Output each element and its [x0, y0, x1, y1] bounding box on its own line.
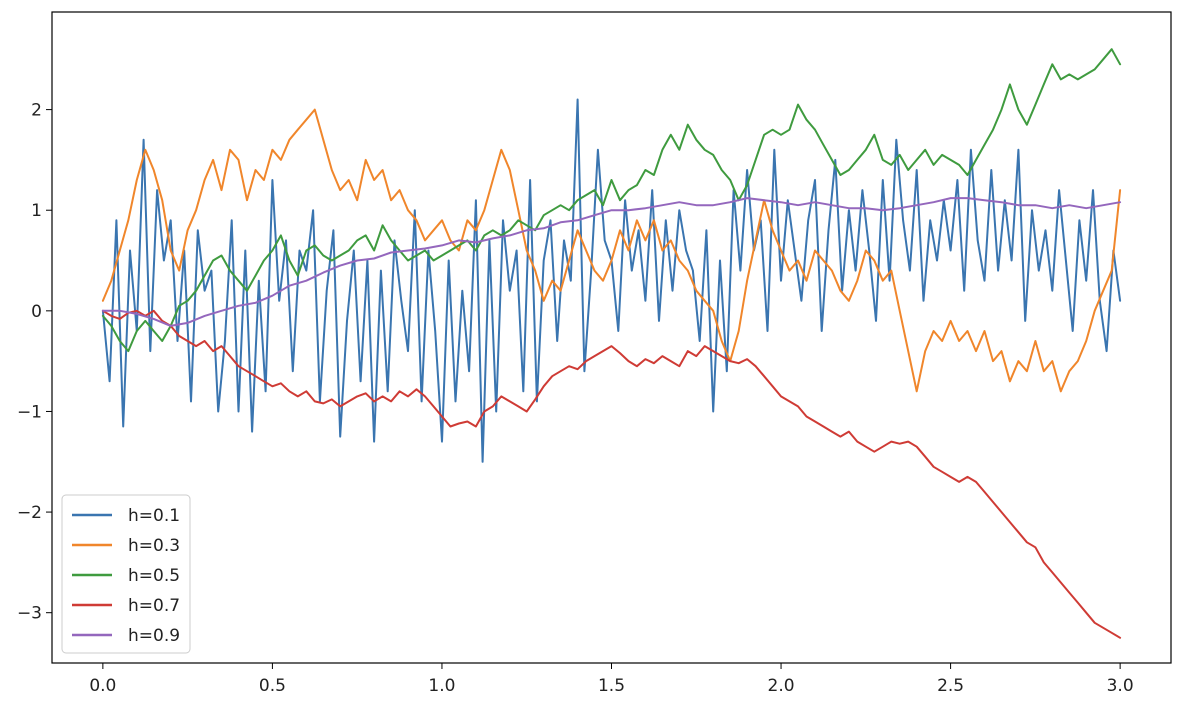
legend: h=0.1 h=0.3 h=0.5 h=0.7 h=0.9	[61, 494, 191, 654]
y-axis: −3 −2 −1 0 1 2	[17, 101, 52, 624]
legend-label: h=0.1	[128, 506, 180, 526]
legend-box	[61, 494, 191, 654]
y-tick-label: −3	[17, 604, 42, 624]
series-line-h-0-3	[101, 108, 1122, 393]
x-tick-label: 0.0	[89, 676, 116, 696]
x-tick-label: 1.0	[428, 676, 455, 696]
x-axis: 0.0 0.5 1.0 1.5 2.0 2.5 3.0	[89, 663, 1134, 696]
x-tick-label: 3.0	[1107, 676, 1134, 696]
series-line-h-0-5	[101, 48, 1122, 353]
series-line-h-0-9	[101, 197, 1122, 327]
legend-label: h=0.3	[128, 536, 180, 556]
y-tick-label: −2	[17, 503, 42, 523]
y-tick-label: 1	[31, 201, 42, 221]
y-tick-label: 2	[31, 101, 42, 121]
legend-label: h=0.5	[128, 566, 180, 586]
y-tick-label: 0	[31, 302, 42, 322]
x-tick-label: 1.5	[598, 676, 625, 696]
series-layer	[101, 48, 1122, 639]
legend-label: h=0.7	[128, 596, 180, 616]
x-tick-label: 2.0	[768, 676, 795, 696]
y-tick-label: −1	[17, 402, 42, 422]
x-tick-label: 2.5	[937, 676, 964, 696]
x-tick-label: 0.5	[259, 676, 286, 696]
series-line-h-0-7	[101, 309, 1122, 639]
legend-label: h=0.9	[128, 626, 180, 646]
